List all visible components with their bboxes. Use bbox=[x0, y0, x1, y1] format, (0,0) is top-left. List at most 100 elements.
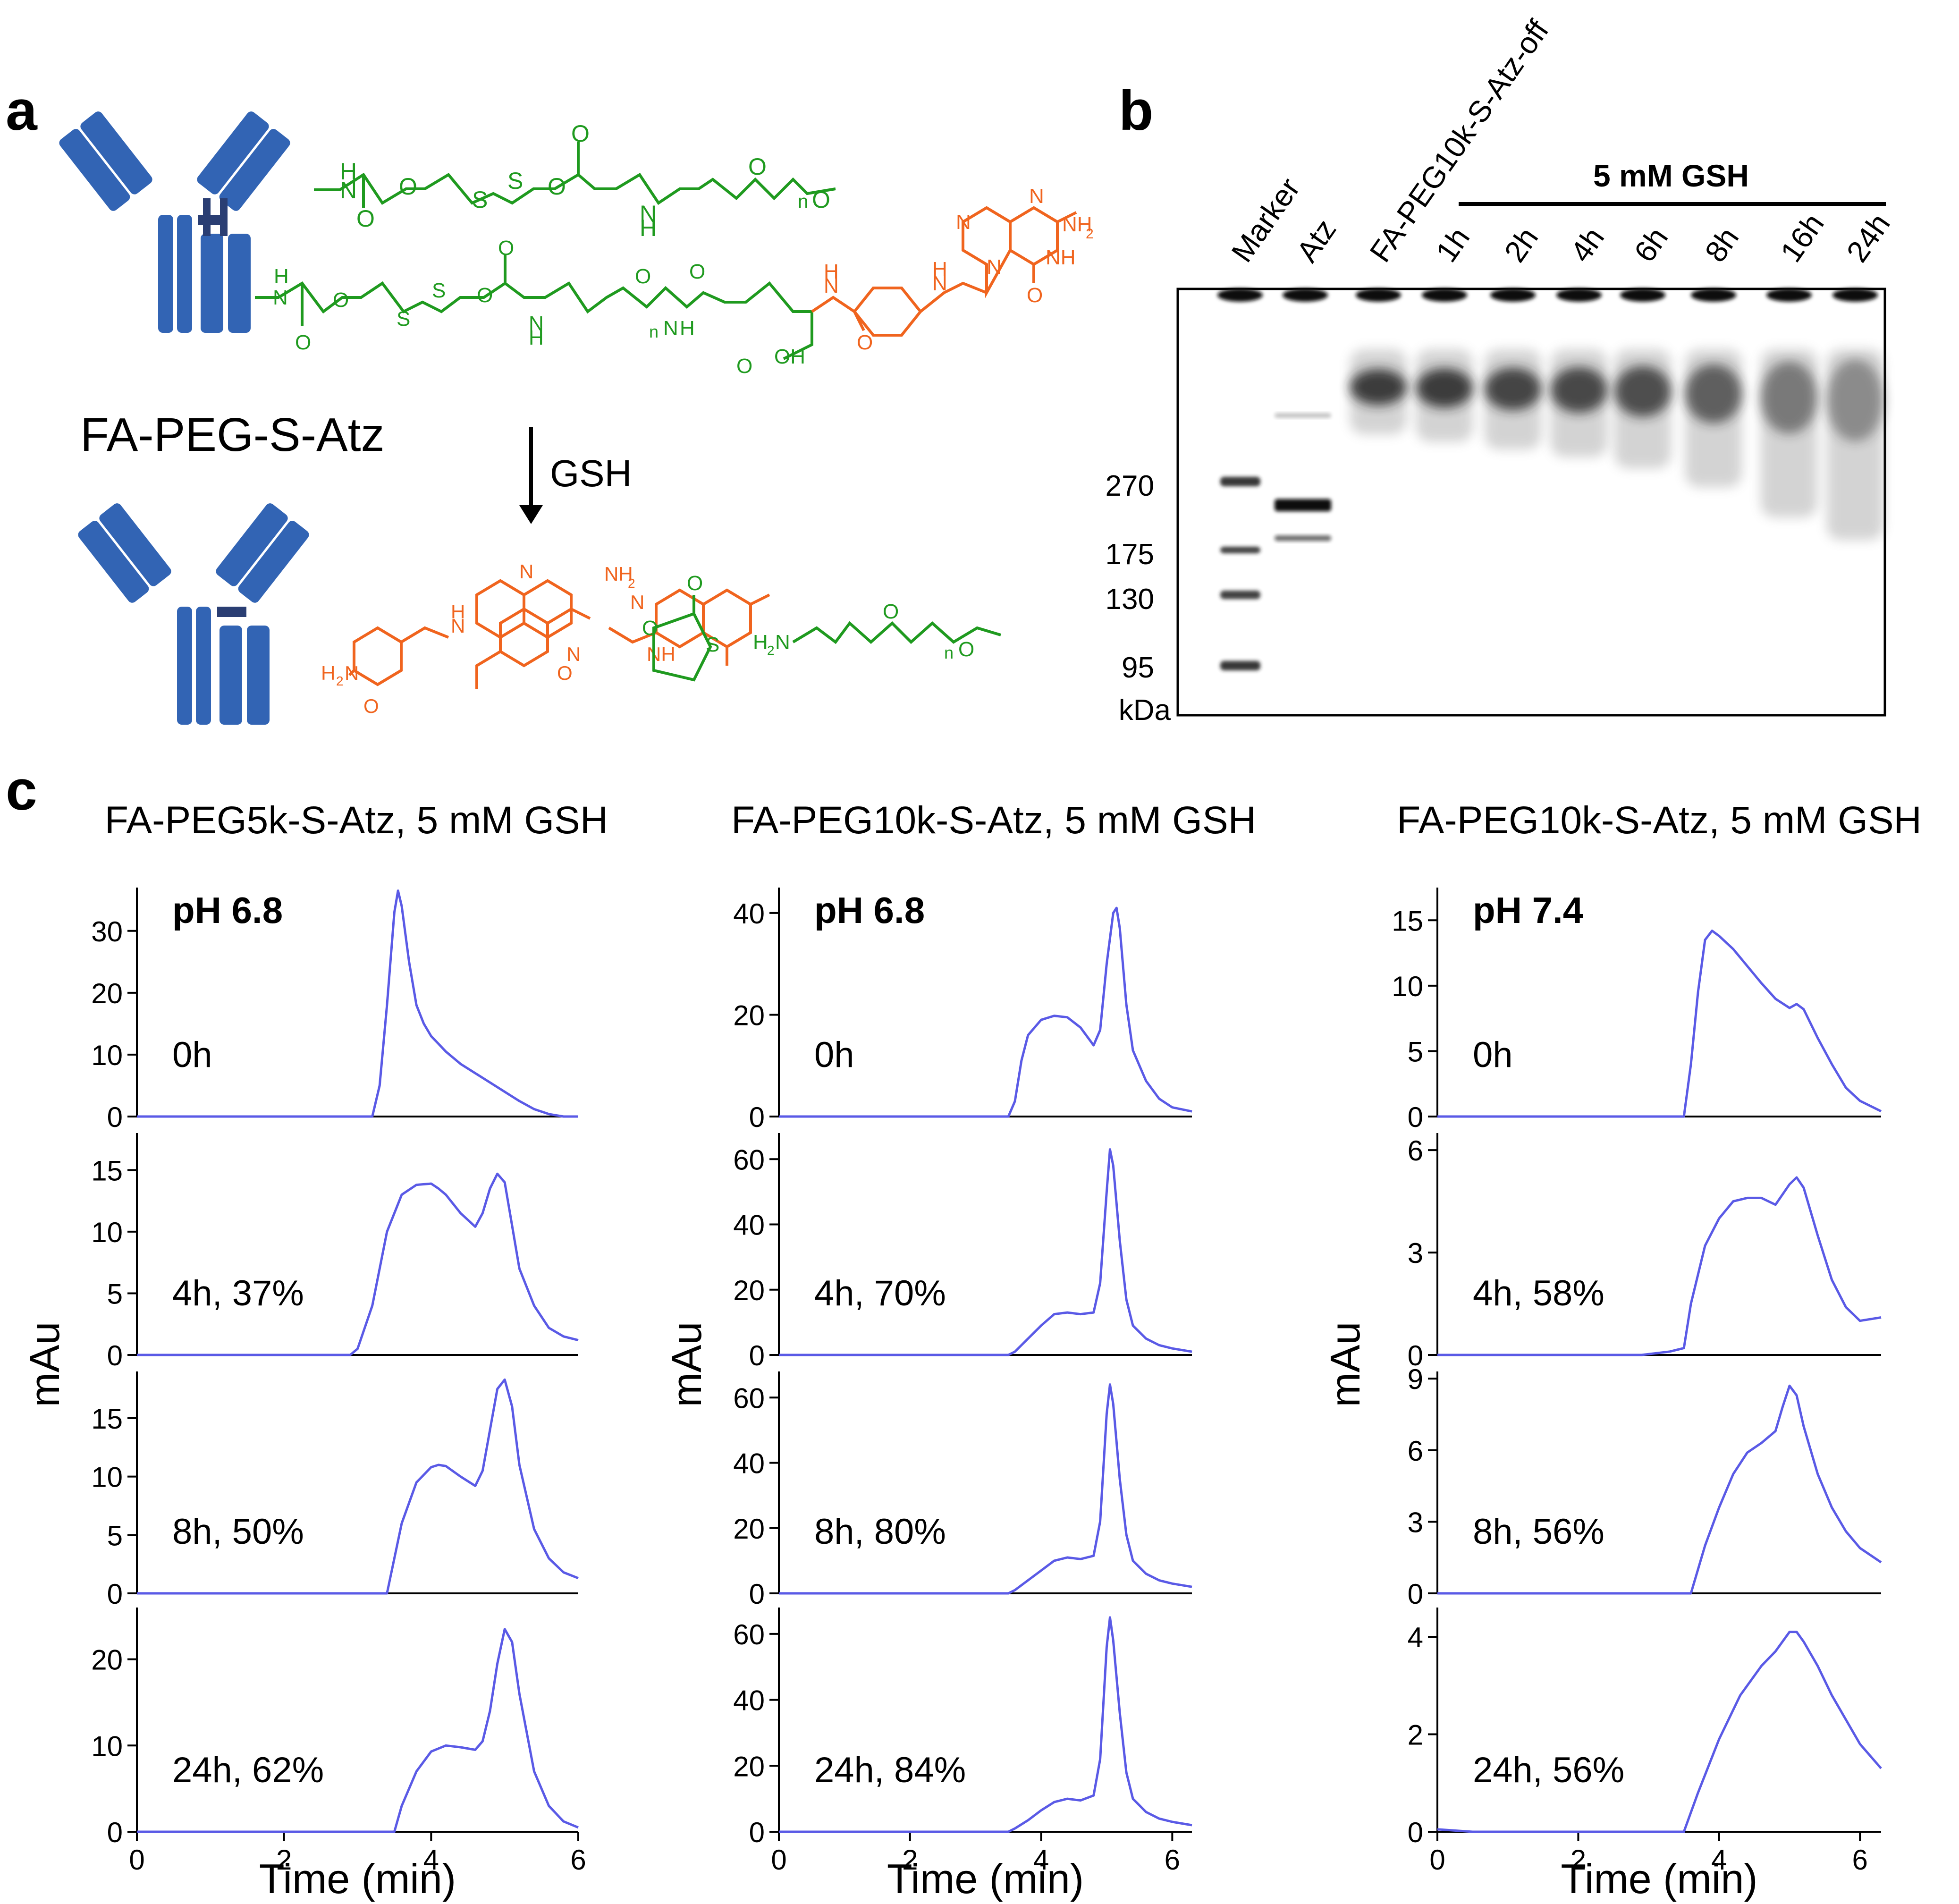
lane-label: 2h bbox=[1497, 221, 1545, 268]
released-folate-atoms: H 2 N O H N N N N NH NH 2 O bbox=[321, 560, 676, 717]
chromatogram-grid: FA-PEG5k-S-Atz, 5 mM GSH mAu Time (min) pH … bbox=[21, 799, 1922, 1902]
gel-lanes bbox=[1217, 288, 1883, 670]
y-tick-label: 20 bbox=[733, 1751, 765, 1782]
svg-text:O: O bbox=[363, 695, 379, 717]
gel-band bbox=[1614, 366, 1671, 417]
svg-text:H: H bbox=[753, 631, 768, 654]
y-tick-label: 40 bbox=[733, 1448, 765, 1480]
y-tick-label: 0 bbox=[1408, 1340, 1423, 1371]
svg-text:H: H bbox=[451, 601, 465, 623]
gel-band bbox=[1275, 535, 1331, 541]
chromatogram-trace bbox=[779, 1616, 1192, 1833]
svg-text:H: H bbox=[529, 326, 544, 349]
timepoint-label: 4h, 37% bbox=[172, 1273, 304, 1313]
folate-bottom-atoms: N H O H N N N N NH NH 2 O bbox=[824, 185, 1094, 354]
panel-b-label: b bbox=[1119, 79, 1153, 142]
svg-text:O: O bbox=[736, 355, 752, 378]
svg-text:H: H bbox=[824, 260, 839, 283]
svg-text:S: S bbox=[397, 307, 410, 330]
treatment-label: 5 mM GSH bbox=[1593, 158, 1749, 193]
x-axis-label: Time (min) bbox=[887, 1855, 1084, 1902]
gel-band bbox=[1551, 367, 1607, 413]
y-tick-label: 20 bbox=[91, 978, 123, 1009]
chromatogram-trace bbox=[779, 1383, 1192, 1595]
timepoint-label: 4h, 70% bbox=[814, 1273, 946, 1313]
svg-text:N: N bbox=[775, 631, 790, 654]
svg-text:H: H bbox=[932, 258, 947, 281]
y-tick-label: 3 bbox=[1408, 1237, 1423, 1269]
timepoint-label: 0h bbox=[1473, 1035, 1513, 1075]
chromatogram-trace bbox=[1437, 1631, 1882, 1833]
y-tick-label: 4 bbox=[1408, 1622, 1423, 1653]
gel-well bbox=[1217, 288, 1263, 302]
y-tick-label: 20 bbox=[733, 1513, 765, 1545]
x-tick-label: 0 bbox=[1429, 1844, 1445, 1876]
released-folate-rings bbox=[348, 579, 573, 686]
chromatogram-panel: 0 5 10 15 0h bbox=[1392, 888, 1882, 1133]
y-tick-label: 2 bbox=[1408, 1719, 1423, 1751]
svg-text:NH: NH bbox=[604, 563, 633, 585]
peg-linker-bottom bbox=[255, 255, 813, 360]
svg-text:O: O bbox=[812, 186, 830, 213]
svg-text:n: n bbox=[944, 643, 954, 662]
y-tick-label: 5 bbox=[1408, 1036, 1423, 1067]
gel-band bbox=[1685, 364, 1742, 423]
x-tick-label: 6 bbox=[1852, 1844, 1868, 1876]
gel-band bbox=[1220, 591, 1260, 599]
timepoint-label: 0h bbox=[814, 1035, 854, 1075]
lane-label: 16h bbox=[1773, 207, 1830, 268]
svg-text:S: S bbox=[706, 633, 719, 656]
lane-label: 8h bbox=[1698, 221, 1745, 268]
x-tick-label: 4 bbox=[1711, 1844, 1727, 1876]
svg-text:NH: NH bbox=[647, 643, 676, 665]
lane-label: 4h bbox=[1563, 221, 1611, 268]
mw-130: 130 bbox=[1106, 583, 1154, 616]
gel-well bbox=[1620, 288, 1665, 302]
mw-unit: kDa bbox=[1119, 694, 1171, 727]
svg-text:N: N bbox=[640, 201, 657, 227]
svg-text:O: O bbox=[356, 205, 375, 232]
y-tick-label: 60 bbox=[733, 1619, 765, 1650]
svg-text:O: O bbox=[295, 331, 311, 354]
svg-text:O: O bbox=[958, 638, 974, 661]
peg-linker-top bbox=[314, 142, 836, 208]
y-tick-label: 6 bbox=[1408, 1135, 1423, 1167]
gel-band bbox=[1275, 499, 1331, 511]
svg-text:2: 2 bbox=[767, 643, 775, 658]
svg-text:N: N bbox=[630, 591, 644, 613]
x-tick-label: 4 bbox=[423, 1844, 439, 1876]
chromatogram-trace bbox=[137, 1628, 579, 1833]
y-tick-label: 0 bbox=[749, 1817, 765, 1848]
chromatogram-trace bbox=[137, 1378, 579, 1595]
mw-175: 175 bbox=[1106, 538, 1154, 571]
svg-text:O: O bbox=[689, 260, 705, 283]
chromatogram-trace bbox=[779, 1148, 1192, 1356]
svg-text:N: N bbox=[273, 286, 288, 309]
svg-text:H: H bbox=[680, 317, 695, 340]
timepoint-label: 24h, 62% bbox=[172, 1750, 324, 1790]
timepoint-label: 4h, 58% bbox=[1473, 1273, 1604, 1313]
antibody-top-icon bbox=[59, 111, 290, 333]
chromatogram-panel: 0 10 20 30 0h bbox=[91, 888, 578, 1133]
timepoint-label: 8h, 50% bbox=[172, 1512, 304, 1552]
mw-95: 95 bbox=[1122, 652, 1154, 684]
column-title: FA-PEG10k-S-Atz, 5 mM GSH bbox=[731, 799, 1256, 842]
panel-a: a H N O O S S O O N bbox=[6, 79, 1094, 725]
y-tick-label: 10 bbox=[1392, 971, 1423, 1002]
y-tick-label: 5 bbox=[107, 1278, 123, 1310]
y-tick-label: 0 bbox=[749, 1340, 765, 1371]
y-tick-label: 30 bbox=[91, 916, 123, 948]
timepoint-label: 8h, 56% bbox=[1473, 1512, 1604, 1552]
chromatogram-panel: 0 5 10 15 8h, 50% bbox=[91, 1371, 579, 1610]
y-tick-label: 0 bbox=[107, 1817, 123, 1848]
lane-label: 1h bbox=[1429, 221, 1476, 268]
svg-text:O: O bbox=[635, 265, 651, 288]
y-tick-label: 0 bbox=[107, 1101, 123, 1133]
svg-text:S: S bbox=[472, 186, 488, 213]
svg-text:O: O bbox=[1027, 284, 1043, 307]
x-axis-label: Time (min) bbox=[259, 1855, 456, 1902]
svg-text:O: O bbox=[557, 662, 573, 684]
y-tick-label: 0 bbox=[107, 1340, 123, 1371]
y-tick-label: 20 bbox=[733, 999, 765, 1031]
